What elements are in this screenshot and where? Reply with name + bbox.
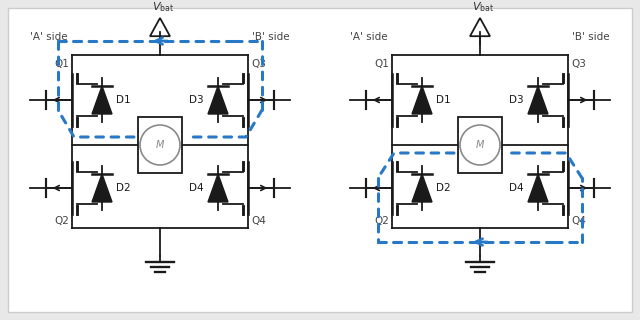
Text: D4: D4 bbox=[509, 183, 524, 193]
Text: Q3: Q3 bbox=[251, 59, 266, 69]
Polygon shape bbox=[528, 86, 548, 114]
Polygon shape bbox=[528, 174, 548, 202]
Text: 'B' side: 'B' side bbox=[572, 32, 610, 42]
Text: Q1: Q1 bbox=[54, 59, 69, 69]
Text: Q4: Q4 bbox=[571, 216, 586, 226]
Polygon shape bbox=[208, 174, 228, 202]
Text: D4: D4 bbox=[189, 183, 204, 193]
Polygon shape bbox=[412, 174, 432, 202]
Text: D2: D2 bbox=[436, 183, 451, 193]
Polygon shape bbox=[412, 86, 432, 114]
Text: 'B' side: 'B' side bbox=[252, 32, 290, 42]
Polygon shape bbox=[92, 174, 112, 202]
Text: Q1: Q1 bbox=[374, 59, 389, 69]
Text: Q3: Q3 bbox=[571, 59, 586, 69]
Text: 'A' side: 'A' side bbox=[30, 32, 68, 42]
Text: 'A' side: 'A' side bbox=[350, 32, 388, 42]
Text: M: M bbox=[476, 140, 484, 150]
Text: M: M bbox=[156, 140, 164, 150]
Text: D1: D1 bbox=[116, 95, 131, 105]
Text: Q4: Q4 bbox=[251, 216, 266, 226]
Text: $V_{\mathrm{bat}}$: $V_{\mathrm{bat}}$ bbox=[152, 0, 174, 14]
Polygon shape bbox=[208, 86, 228, 114]
Text: $V_{\mathrm{bat}}$: $V_{\mathrm{bat}}$ bbox=[472, 0, 494, 14]
Text: Q2: Q2 bbox=[54, 216, 69, 226]
Text: D2: D2 bbox=[116, 183, 131, 193]
Text: D3: D3 bbox=[189, 95, 204, 105]
Text: Q2: Q2 bbox=[374, 216, 389, 226]
Text: D3: D3 bbox=[509, 95, 524, 105]
Bar bbox=[138, 117, 182, 173]
Text: D1: D1 bbox=[436, 95, 451, 105]
Polygon shape bbox=[92, 86, 112, 114]
Bar bbox=[458, 117, 502, 173]
